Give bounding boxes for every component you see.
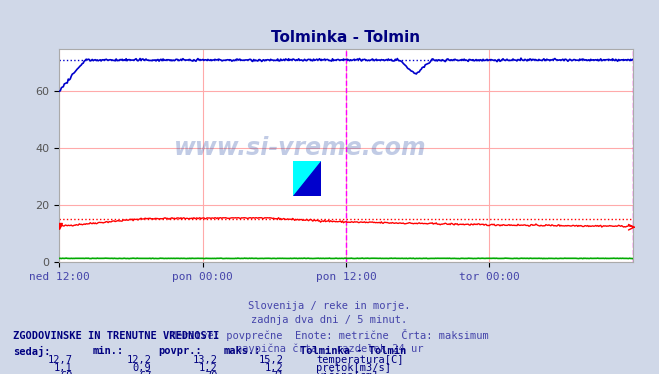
Text: www.si-vreme.com: www.si-vreme.com xyxy=(174,136,426,160)
Text: 69: 69 xyxy=(60,371,72,374)
Text: Meritve: povprečne  Enote: metrične  Črta: maksimum: Meritve: povprečne Enote: metrične Črta:… xyxy=(170,329,489,341)
Text: sedaj:: sedaj: xyxy=(13,346,51,357)
Text: 13,2: 13,2 xyxy=(192,355,217,365)
Text: 1,2: 1,2 xyxy=(265,363,283,373)
Polygon shape xyxy=(293,161,321,196)
Text: ZGODOVINSKE IN TRENUTNE VREDNOSTI: ZGODOVINSKE IN TRENUTNE VREDNOSTI xyxy=(13,331,219,341)
Polygon shape xyxy=(293,161,321,196)
Text: 1,1: 1,1 xyxy=(54,363,72,373)
Text: Tolminka - Tolmin: Tolminka - Tolmin xyxy=(300,346,406,356)
Text: zadnja dva dni / 5 minut.: zadnja dva dni / 5 minut. xyxy=(251,315,408,325)
Text: temperatura[C]: temperatura[C] xyxy=(316,355,404,365)
Text: 12,2: 12,2 xyxy=(127,355,152,365)
Text: višina[cm]: višina[cm] xyxy=(316,371,379,374)
Text: 1,2: 1,2 xyxy=(199,363,217,373)
Text: 70: 70 xyxy=(205,371,217,374)
Text: povpr.:: povpr.: xyxy=(158,346,202,356)
Text: 12,7: 12,7 xyxy=(47,355,72,365)
Text: pretok[m3/s]: pretok[m3/s] xyxy=(316,363,391,373)
Text: 67: 67 xyxy=(139,371,152,374)
Title: Tolminka - Tolmin: Tolminka - Tolmin xyxy=(272,30,420,45)
Text: maks.:: maks.: xyxy=(224,346,262,356)
Text: 15,2: 15,2 xyxy=(258,355,283,365)
Text: 0,9: 0,9 xyxy=(133,363,152,373)
Text: Slovenija / reke in morje.: Slovenija / reke in morje. xyxy=(248,301,411,311)
Text: 71: 71 xyxy=(271,371,283,374)
Text: min.:: min.: xyxy=(92,346,123,356)
Text: navpična črta - razdelek 24 ur: navpična črta - razdelek 24 ur xyxy=(236,344,423,354)
